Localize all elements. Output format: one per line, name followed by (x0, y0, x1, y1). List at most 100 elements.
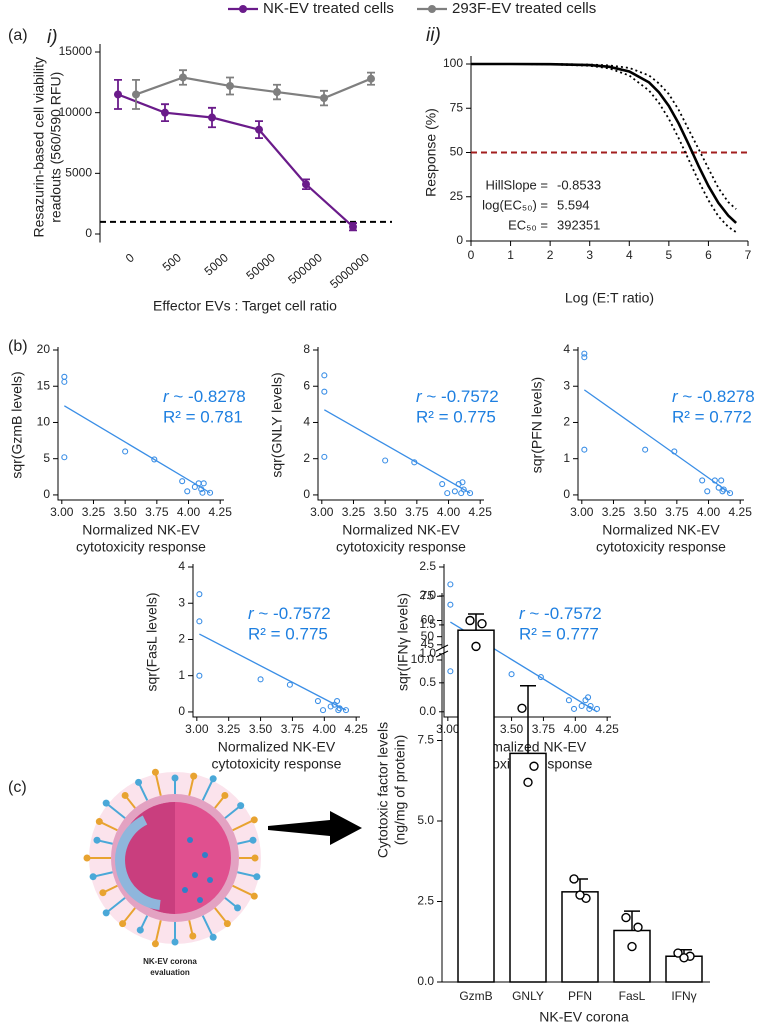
y-axis-label: readouts (560/590 RFU) (48, 72, 64, 223)
data-point (447, 668, 454, 675)
y-axis-label: Response (%) (423, 108, 439, 197)
data-point (570, 705, 578, 712)
stat-value: ~ -0.7572 (422, 387, 499, 406)
x-tick-label: 3.00 (310, 505, 334, 519)
x-tick-label: 4.00 (697, 505, 721, 519)
decoration (154, 771, 162, 796)
data-point (586, 705, 593, 712)
data-point (196, 591, 203, 598)
data-point (673, 948, 683, 958)
y-tick-label: 10000 (59, 105, 93, 119)
y-tick-label: 0 (178, 704, 185, 718)
x-tick-label: 3.25 (82, 505, 106, 519)
y-tick-label: 75 (450, 100, 464, 114)
data-point (581, 446, 588, 453)
decoration (182, 887, 188, 893)
decoration (253, 873, 261, 881)
decoration (93, 836, 101, 844)
y-tick-label: 60 (421, 613, 435, 627)
data-point (179, 73, 187, 82)
decoration (249, 836, 257, 844)
data-point (578, 702, 585, 710)
x-tick-label: 3.75 (665, 505, 689, 519)
data-point (196, 672, 203, 679)
x-tick-label: 3.50 (113, 505, 137, 519)
data-point (467, 490, 474, 497)
data-point (569, 874, 579, 884)
stat-symbol: r (672, 387, 679, 406)
data-point (122, 448, 129, 455)
data-point (439, 481, 446, 488)
data-point (523, 777, 533, 788)
data-point (184, 488, 191, 495)
y-tick-label: 7.5 (417, 733, 434, 747)
fit-line (583, 389, 731, 494)
decoration (189, 932, 197, 940)
data-point (200, 480, 207, 487)
data-point (382, 457, 389, 464)
data-point (627, 941, 637, 952)
data-point (61, 373, 68, 380)
y-tick-label: 1 (563, 451, 570, 465)
data-point (273, 88, 281, 97)
data-point (198, 486, 205, 493)
y-tick-label: 0 (563, 487, 570, 501)
y-tick-label: 1.5 (419, 617, 436, 631)
data-point (529, 761, 539, 771)
data-point (537, 673, 544, 681)
y-axis-label: sqr(PFN levels) (529, 377, 545, 473)
y-tick-label: 4 (563, 342, 570, 356)
data-point (342, 707, 350, 714)
annotation-value: 392351 (557, 217, 600, 232)
decoration (250, 816, 258, 824)
x-tick-label: 4.25 (209, 505, 233, 519)
x-tick-label: 0 (123, 250, 137, 265)
data-point (508, 671, 515, 678)
data-point (114, 90, 122, 99)
decoration (250, 892, 258, 900)
membrane-band (115, 815, 161, 910)
y-tick-label: 2 (563, 415, 570, 429)
x-tick-label: GNLY (512, 989, 544, 1003)
y-tick-label: 10.0 (411, 652, 435, 666)
decoration (95, 818, 103, 826)
y-axis-label: Resazurin-based cell viability (31, 57, 47, 238)
data-point (319, 707, 327, 714)
y-tick-label: 0 (456, 233, 463, 247)
data-point (718, 477, 725, 484)
x-tick-label: 3.25 (217, 722, 241, 736)
decoration (105, 802, 126, 819)
x-axis-label: Normalized NK-EV (342, 522, 460, 538)
data-point (587, 702, 594, 710)
x-tick-label: 4.25 (729, 505, 753, 519)
decoration (136, 926, 144, 934)
x-tick-label: IFNγ (671, 989, 696, 1003)
stat-symbol: r (248, 604, 255, 623)
data-point (633, 922, 643, 932)
data-point (161, 108, 169, 117)
data-point (671, 448, 678, 455)
data-point (257, 676, 264, 683)
stat-r2: R² = 0.772 (672, 407, 752, 426)
bar (509, 752, 547, 983)
data-point (191, 483, 198, 491)
x-tick-label: 2 (547, 248, 554, 262)
data-point (451, 488, 458, 495)
x-tick-label: 4.00 (437, 505, 461, 519)
decoration (102, 909, 110, 917)
data-point (196, 618, 203, 625)
y-tick-label: 2.5 (419, 559, 436, 573)
stat-r2: R² = 0.781 (163, 407, 243, 426)
data-point (471, 641, 481, 652)
data-point (151, 456, 158, 463)
decoration (237, 802, 245, 810)
x-axis-label: Normalized NK-EV (82, 522, 200, 538)
x-axis-label: NK-EV corona (539, 1009, 629, 1025)
x-axis-label: cytotoxicity response (336, 539, 466, 555)
stat-r: r ~ -0.7572 (519, 604, 602, 623)
x-tick-label: 4 (626, 248, 633, 262)
data-point (199, 489, 206, 496)
x-tick-label: 3.00 (185, 722, 209, 736)
decoration (121, 791, 129, 799)
x-axis-label: Log (E:T ratio) (565, 290, 654, 306)
